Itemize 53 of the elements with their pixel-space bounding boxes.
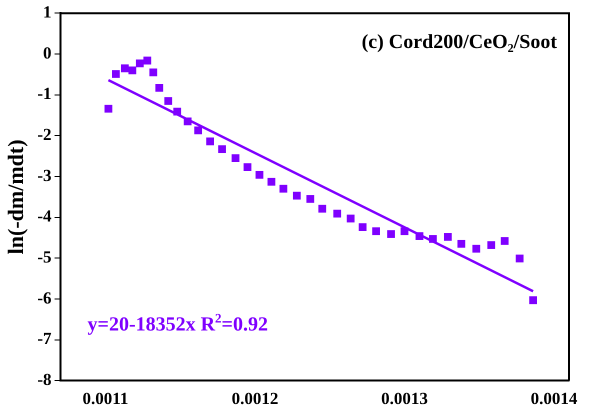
point xyxy=(120,64,129,72)
y-tick-label: -1 xyxy=(37,84,52,104)
point xyxy=(155,84,164,92)
point xyxy=(244,163,252,171)
y-axis-title: ln(-dm/mdt) xyxy=(2,139,28,254)
point xyxy=(358,223,367,231)
point xyxy=(516,254,524,262)
point xyxy=(218,145,226,154)
point xyxy=(429,235,437,243)
point xyxy=(149,68,158,76)
x-tick-label: 0.0012 xyxy=(232,389,278,408)
point xyxy=(500,237,509,245)
point xyxy=(457,240,466,248)
point xyxy=(372,227,380,236)
point xyxy=(306,195,314,203)
point xyxy=(194,126,202,134)
y-tick-label: 0 xyxy=(43,43,52,62)
y-tick-label: -5 xyxy=(37,248,52,267)
y-tick-label: -2 xyxy=(37,125,52,144)
y-tick-label: -8 xyxy=(37,370,52,389)
point xyxy=(292,192,301,200)
point xyxy=(279,184,288,193)
point xyxy=(318,204,326,213)
point xyxy=(164,97,172,105)
y-tick-label: -7 xyxy=(37,329,52,348)
point xyxy=(232,154,240,162)
x-tick-label: 0.0013 xyxy=(381,389,428,408)
point xyxy=(400,227,408,236)
point xyxy=(529,296,537,304)
point xyxy=(128,66,136,74)
point xyxy=(387,230,395,238)
annotation: (c) Cord200/CeO₂/Soot xyxy=(362,31,558,54)
x-tick-label: 0.0011 xyxy=(82,389,128,408)
point xyxy=(256,170,264,179)
point xyxy=(112,70,120,78)
point xyxy=(416,232,424,240)
point xyxy=(104,104,112,113)
y-tick-label: -4 xyxy=(37,206,52,226)
y-tick-label: -3 xyxy=(37,166,52,185)
point xyxy=(136,60,144,68)
point xyxy=(472,244,480,253)
point xyxy=(206,137,214,146)
point xyxy=(184,117,192,126)
x-tick-label: 0.0014 xyxy=(530,389,578,408)
point xyxy=(143,56,152,64)
point xyxy=(444,233,452,241)
point xyxy=(173,108,182,116)
y-tick-label: 1 xyxy=(43,2,52,22)
y-tick-label: -6 xyxy=(37,288,52,308)
point xyxy=(487,241,496,249)
point xyxy=(346,214,355,222)
point xyxy=(268,178,276,186)
point xyxy=(333,210,342,218)
